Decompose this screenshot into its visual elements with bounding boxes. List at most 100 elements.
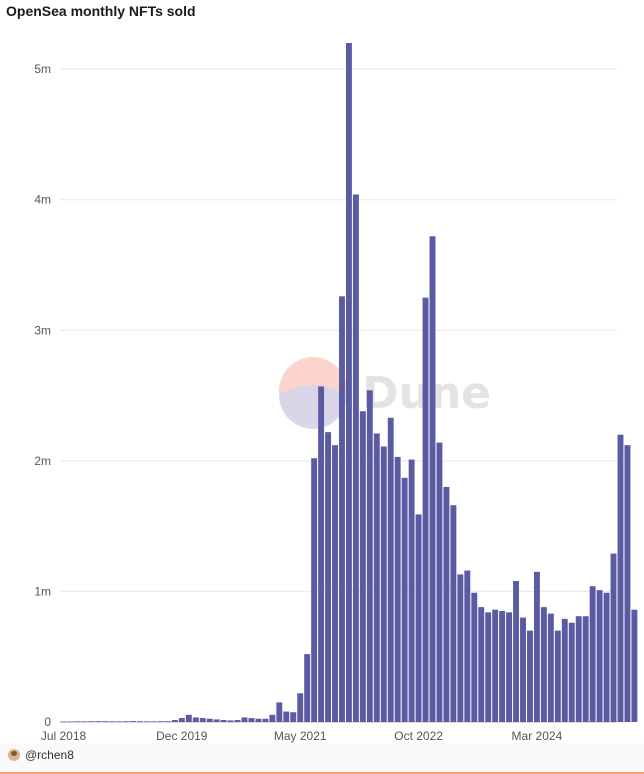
bar-2022-01[interactable] (352, 194, 359, 723)
bar-2024-09[interactable] (575, 616, 582, 722)
bar-2024-10[interactable] (582, 616, 589, 722)
bar-2024-12[interactable] (596, 590, 603, 722)
y-tick-label: 1m (34, 584, 51, 598)
bar-2023-06[interactable] (471, 592, 478, 722)
bar-2021-02[interactable] (276, 702, 283, 722)
y-tick-label: 0 (44, 715, 51, 729)
bar-2021-10[interactable] (332, 445, 338, 722)
footer: @rchen8 (0, 743, 644, 774)
bar-2019-03[interactable] (116, 721, 123, 723)
bar-2019-08[interactable] (151, 721, 157, 723)
bar-2019-04[interactable] (123, 721, 130, 723)
bar-undefined[interactable] (631, 609, 638, 722)
avatar (8, 749, 20, 761)
chart-title: OpenSea monthly NFTs sold (6, 3, 196, 19)
bar-2023-08[interactable] (485, 612, 492, 722)
bar-2018-09[interactable] (74, 721, 81, 723)
bar-2022-10[interactable] (415, 514, 422, 722)
bar-chart: Dune 0 1m 2m 3m 4m 5m Jul 2018 Dec 2019 May 202… (34, 43, 638, 743)
watermark-logo-shade (279, 385, 347, 429)
bar-2020-02[interactable] (192, 717, 199, 722)
bar-2019-10[interactable] (164, 721, 171, 723)
bar-2024-01[interactable] (520, 617, 526, 722)
bar-2024-02[interactable] (527, 630, 533, 722)
bar-2022-08[interactable] (401, 477, 408, 722)
bar-2018-10[interactable] (81, 721, 88, 723)
bar-2020-07[interactable] (227, 720, 234, 722)
bar-2022-09[interactable] (408, 459, 415, 722)
bar-2022-11[interactable] (422, 297, 429, 723)
x-tick-label: Mar 2024 (512, 729, 563, 743)
bar-2019-12[interactable] (178, 718, 185, 722)
bar-2020-11[interactable] (255, 718, 262, 722)
bar-2021-05[interactable] (297, 693, 304, 722)
bar-2023-04[interactable] (457, 574, 464, 722)
bar-undefined[interactable] (624, 445, 631, 722)
bar-2024-05[interactable] (547, 613, 554, 722)
x-tick-label: Jul 2018 (41, 729, 87, 743)
bar-2022-06[interactable] (387, 417, 394, 722)
bar-2024-04[interactable] (540, 607, 547, 722)
bars (60, 43, 638, 723)
bar-2021-01[interactable] (269, 714, 276, 722)
y-tick-label: 2m (34, 454, 51, 468)
bar-2023-02[interactable] (443, 486, 450, 722)
bar-2022-07[interactable] (394, 456, 401, 722)
bar-2020-06[interactable] (220, 720, 227, 722)
bar-2024-03[interactable] (533, 571, 540, 722)
bar-2020-01[interactable] (185, 714, 192, 722)
bar-2023-09[interactable] (492, 609, 499, 722)
bar-2019-11[interactable] (171, 720, 178, 722)
bar-2023-07[interactable] (478, 607, 485, 722)
bar-2022-04[interactable] (373, 433, 380, 722)
bar-2024-07[interactable] (561, 618, 568, 722)
bar-2018-07[interactable] (60, 721, 67, 723)
bar-2023-12[interactable] (513, 580, 519, 722)
bar-2024-11[interactable] (589, 586, 596, 722)
author-name: @rchen8 (25, 748, 74, 762)
bar-2022-05[interactable] (380, 446, 387, 722)
bar-2023-11[interactable] (506, 612, 513, 722)
bar-2025-01[interactable] (603, 592, 610, 722)
y-axis-ticks: 0 1m 2m 3m 4m 5m (34, 62, 51, 729)
bar-2019-02[interactable] (109, 721, 116, 723)
author-link[interactable]: @rchen8 (8, 748, 74, 762)
bar-2022-02[interactable] (359, 411, 366, 722)
bar-2020-08[interactable] (234, 720, 241, 722)
bar-2021-11[interactable] (339, 296, 345, 722)
bar-2023-10[interactable] (499, 611, 506, 722)
bar-2023-01[interactable] (436, 442, 443, 722)
bar-2023-03[interactable] (450, 505, 457, 722)
bar-2020-10[interactable] (248, 718, 255, 722)
bar-2020-03[interactable] (199, 718, 206, 722)
bar-2019-05[interactable] (130, 721, 137, 722)
bar-2025-02[interactable] (610, 553, 617, 722)
bar-2021-04[interactable] (290, 712, 297, 722)
bar-2021-12[interactable] (345, 43, 352, 722)
bar-2021-09[interactable] (325, 432, 332, 722)
bar-2020-05[interactable] (213, 719, 220, 722)
bar-undefined[interactable] (617, 434, 624, 722)
bar-2022-03[interactable] (366, 390, 373, 722)
bar-2022-12[interactable] (429, 236, 436, 722)
bar-2021-03[interactable] (283, 711, 290, 722)
bar-2020-09[interactable] (241, 717, 248, 722)
bar-2019-06[interactable] (137, 721, 144, 723)
bar-2018-12[interactable] (95, 721, 102, 723)
y-tick-label: 4m (34, 193, 51, 207)
bar-2020-12[interactable] (262, 718, 269, 722)
bar-2018-11[interactable] (88, 721, 95, 723)
bar-2024-08[interactable] (568, 622, 575, 722)
bar-2024-06[interactable] (554, 630, 561, 722)
x-tick-label: Dec 2019 (156, 729, 208, 743)
bar-2019-09[interactable] (158, 721, 164, 723)
bar-2021-06[interactable] (304, 654, 311, 722)
bar-2023-05[interactable] (464, 570, 471, 722)
footer-accent-line (0, 772, 644, 774)
bar-2019-07[interactable] (144, 721, 150, 723)
bar-2019-01[interactable] (102, 721, 109, 723)
bar-2021-07[interactable] (311, 458, 318, 722)
bar-2018-08[interactable] (67, 721, 74, 723)
bar-2020-04[interactable] (206, 718, 213, 722)
bar-2021-08[interactable] (318, 386, 325, 722)
